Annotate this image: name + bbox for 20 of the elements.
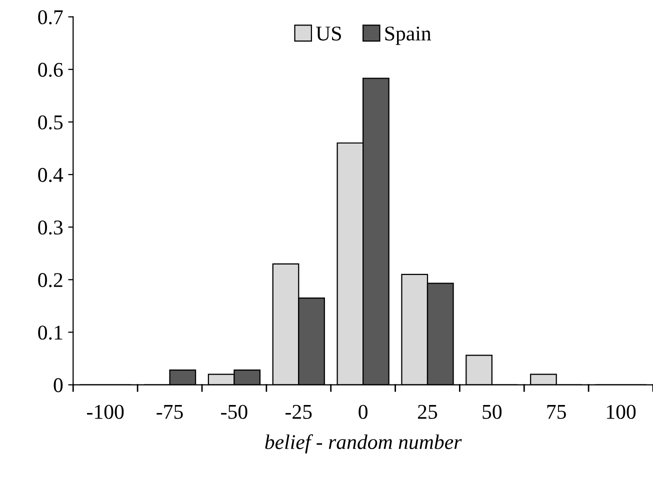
y-tick-label: 0.5: [38, 115, 63, 130]
x-tick-label: -25: [286, 404, 312, 419]
legend-label: Spain: [385, 26, 432, 45]
x-tick-label: -50: [221, 404, 248, 419]
x-tick-label: -75: [156, 405, 183, 419]
y-tick-label: 0.1: [38, 326, 62, 340]
y-tick-label: 0.4: [38, 168, 64, 182]
x-tick-label: -100: [87, 404, 124, 419]
y-tick-label: 0.6: [38, 62, 63, 77]
x-axis-title: belief - random number: [265, 434, 462, 454]
x-tick-label: 50: [482, 404, 502, 419]
x-tick-label: 100: [606, 404, 636, 419]
x-tick-label: 75: [547, 405, 566, 419]
y-tick-label: 0: [54, 378, 63, 392]
legend-label: US: [316, 26, 341, 41]
y-tick-label: 0.3: [38, 220, 63, 235]
x-tick-label: 25: [418, 404, 438, 419]
y-tick-label: 0.7: [38, 10, 63, 24]
y-tick-label: 0.2: [38, 273, 62, 288]
x-tick-label: 0: [358, 404, 368, 419]
